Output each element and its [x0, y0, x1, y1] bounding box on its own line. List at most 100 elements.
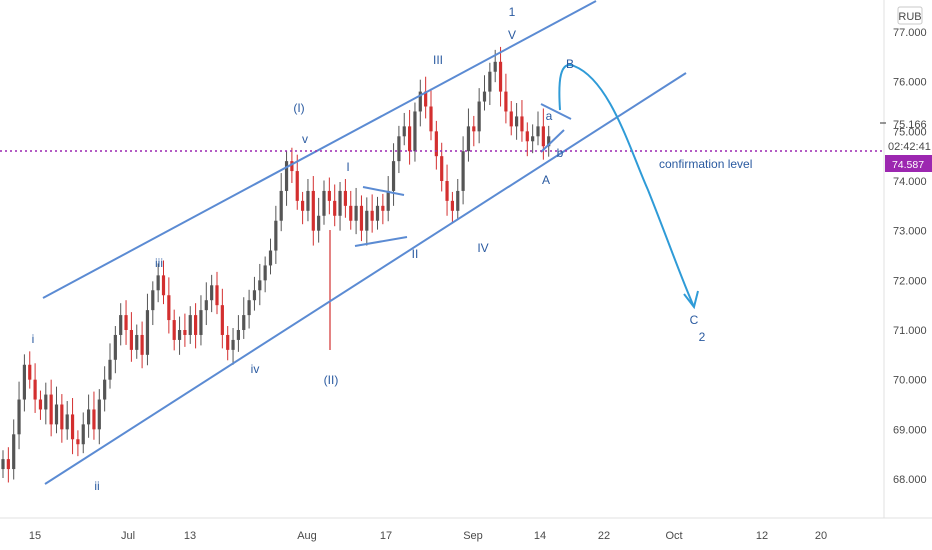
projection-arrow-path	[558, 63, 695, 308]
trend-drawings	[0, 0, 884, 485]
currency-box[interactable]	[897, 6, 923, 25]
y-tick-label: 72.000	[893, 275, 927, 287]
candle-body	[472, 126, 476, 132]
candle-body	[6, 459, 10, 470]
wave-label: v	[302, 132, 308, 146]
candle-body	[258, 280, 262, 291]
triangle-top-line	[362, 186, 405, 196]
y-tick-label: 71.000	[893, 325, 927, 337]
y-tick-label: 77.000	[893, 27, 927, 39]
candle-body	[359, 205, 364, 231]
candle-body	[274, 220, 278, 251]
y-tick-label: 68.000	[893, 474, 927, 486]
candle-body	[301, 200, 305, 211]
candle-body	[17, 399, 21, 435]
candle-body	[161, 275, 166, 296]
y-tick-label: 75.000	[893, 126, 927, 138]
wave-label: 1	[509, 5, 516, 19]
candle-body	[199, 310, 203, 335]
candle-body	[445, 181, 449, 201]
wave-label: 2	[699, 330, 706, 344]
y-tick-label: 73.000	[893, 226, 927, 238]
candles	[1, 46, 551, 483]
candle-body	[65, 414, 69, 430]
candle-body	[188, 315, 192, 335]
candle-body	[279, 190, 283, 221]
candle-body	[215, 285, 219, 306]
candle-body	[525, 131, 529, 142]
candle-body	[81, 424, 85, 445]
wave-label: iv	[251, 362, 260, 376]
candle-body	[477, 101, 481, 132]
candle-body	[194, 315, 198, 335]
candle-body	[44, 394, 48, 410]
currency-label: RUB	[898, 11, 921, 23]
candle-body	[541, 126, 545, 147]
candle-body	[268, 250, 273, 266]
candle-body	[22, 364, 26, 400]
candle-body	[482, 91, 487, 102]
candle-body	[322, 190, 326, 216]
x-tick-label: 14	[534, 530, 546, 542]
candle-body	[429, 106, 433, 132]
candle-body	[177, 330, 182, 340]
channel-lower-line	[44, 72, 687, 485]
candle-body	[391, 161, 396, 191]
candle-body	[450, 200, 454, 211]
level-price-label: 75.166	[893, 119, 927, 131]
candle-body	[547, 136, 551, 147]
candle-body	[290, 161, 294, 172]
wave-label: I	[346, 160, 349, 174]
candle-body	[204, 300, 208, 311]
x-tick-label: 17	[380, 530, 392, 542]
candle-body	[375, 205, 380, 221]
candle-body	[210, 285, 214, 301]
wave-label: ii	[94, 479, 99, 493]
x-tick-label: Oct	[665, 530, 682, 542]
candle-body	[424, 91, 428, 107]
last-price-label: 74.587	[892, 159, 924, 171]
wave-label: II	[412, 247, 419, 261]
candle-body	[504, 91, 508, 112]
candle-body	[1, 459, 5, 470]
confirmation-level-label: confirmation level	[659, 157, 752, 171]
candle-body	[440, 156, 444, 181]
candle-body	[434, 131, 438, 157]
x-tick-label: Sep	[463, 530, 483, 542]
candle-body	[365, 210, 369, 231]
candle-body	[461, 151, 465, 191]
wave-label: (II)	[324, 373, 339, 387]
candle-body	[333, 200, 337, 216]
candle-body	[306, 190, 310, 211]
candle-body	[119, 315, 123, 335]
wave-labels: iiiiiiivv(I)(II)IIIIIIIVV1abABC2confirma…	[32, 5, 753, 493]
candle-body	[54, 404, 59, 425]
candle-body	[70, 414, 75, 440]
candle-body	[108, 359, 112, 380]
candle-body	[76, 439, 80, 445]
candle-body	[183, 330, 187, 335]
x-tick-label: 12	[756, 530, 768, 542]
candle-body	[124, 315, 128, 330]
candle-body	[49, 394, 53, 425]
candle-body	[370, 210, 374, 221]
candle-body	[252, 290, 257, 301]
candle-body	[493, 61, 497, 72]
candle-body	[284, 161, 289, 191]
candle-body	[97, 399, 101, 430]
candle-body	[327, 190, 331, 201]
candle-body	[167, 295, 171, 321]
candle-body	[231, 339, 235, 350]
candle-body	[354, 205, 358, 221]
candle-body	[92, 409, 96, 430]
y-tick-label: 76.000	[893, 77, 927, 89]
candle-body	[381, 205, 385, 211]
candle-body	[397, 136, 401, 162]
candle-body	[317, 215, 321, 231]
x-tick-label: 20	[815, 530, 827, 542]
x-tick-label: 22	[598, 530, 610, 542]
candle-body	[488, 71, 492, 92]
candle-body	[38, 399, 43, 410]
